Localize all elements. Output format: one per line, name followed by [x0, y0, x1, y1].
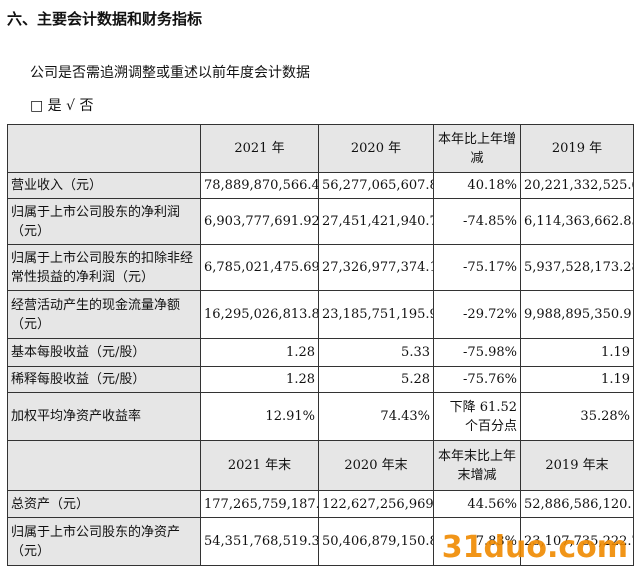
data-row: 归属于上市公司股东的扣除非经常性损益的净利润（元） 6,785,021,475.6… [7, 244, 634, 291]
data-row: 归属于上市公司股东的净利润（元） 6,903,777,691.92 27,451,4… [7, 198, 634, 245]
row-label: 总资产（元） [7, 490, 201, 518]
header-cell: 2021 年末 [200, 440, 319, 491]
value-cell: 74.43% [318, 392, 434, 441]
value-cell: 6,785,021,475.69 [200, 244, 319, 291]
value-cell: 12.91% [200, 392, 319, 441]
data-row: 营业收入（元）78,889,870,566.4056,277,065,607.8… [7, 172, 634, 199]
value-cell: 78,889,870,566.40 [200, 172, 319, 199]
value-cell: 44.56% [433, 490, 521, 518]
value-cell: 1.28 [200, 366, 319, 393]
value-cell: 27,451,421,940.73 [318, 198, 434, 245]
data-row: 基本每股收益（元/股） 1.28 5.33 -75.98% 1.19 [7, 338, 634, 367]
value-cell: 50,406,879,150.81 [318, 517, 434, 566]
value-cell: 40.18% [433, 172, 521, 199]
row-label: 归属于上市公司股东的净利润（元） [7, 198, 201, 245]
row-label: 经营活动产生的现金流量净额（元） [7, 290, 201, 339]
value-cell: 6,114,363,662.85 [520, 198, 634, 245]
data-row: 稀释每股收益（元/股） 1.28 5.28 -75.76% 1.19 [7, 366, 634, 393]
header-cell: 本年末比上年末增减 [433, 440, 521, 491]
value-cell: -29.72% [433, 290, 521, 339]
row-label: 归属于上市公司股东的净资产（元） [7, 517, 201, 566]
data-row: 加权平均净资产收益率 12.91% 74.43% 下降 61.52 个百分点 35.28… [7, 392, 634, 441]
value-cell: 35.28% [520, 392, 634, 441]
row-label: 加权平均净资产收益率 [7, 392, 201, 441]
value-cell: -75.98% [433, 338, 521, 367]
header-cell [7, 440, 201, 491]
data-row: 总资产（元）177,265,759,187.58122,627,256,969.… [7, 490, 634, 518]
value-cell: -75.17% [433, 244, 521, 291]
value-cell: -75.76% [433, 366, 521, 393]
header-cell: 2020 年 [318, 124, 434, 173]
financial-table: 2021 年 2020 年本年比上年增减 2019 年营业收入（元） 78,889,8… [7, 124, 634, 566]
header-row: 2021 年 2020 年本年比上年增减 2019 年 [7, 124, 634, 173]
value-cell: 下降 61.52 个百分点 [433, 392, 521, 441]
value-cell: 5,937,528,173.28 [520, 244, 634, 291]
value-cell: 5.28 [318, 366, 434, 393]
row-label: 营业收入（元） [7, 172, 201, 199]
row-label: 稀释每股收益（元/股） [7, 366, 201, 393]
value-cell: 1.19 [520, 338, 634, 367]
value-cell: 20,221,332,525.64 [520, 172, 634, 199]
row-label: 基本每股收益（元/股） [7, 338, 201, 367]
row-label: 归属于上市公司股东的扣除非经常性损益的净利润（元） [7, 244, 201, 291]
header-cell: 本年比上年增减 [433, 124, 521, 173]
header-cell [7, 124, 201, 173]
value-cell: 1.28 [200, 338, 319, 367]
header-cell: 2020 年末 [318, 440, 434, 491]
value-cell: 5.33 [318, 338, 434, 367]
section-title: 六、主要会计数据和财务指标 [7, 10, 203, 28]
value-cell: 7.83% [433, 517, 521, 566]
question: 公司是否需追溯调整或重述以前年度会计数据 [30, 65, 310, 81]
value-cell: 9,988,895,350.91 [520, 290, 634, 339]
value-cell: -74.85% [433, 198, 521, 245]
options: □ 是 √ 否 [30, 98, 94, 114]
value-cell: 1.19 [520, 366, 634, 393]
header-cell: 2019 年 [520, 124, 634, 173]
value-cell: 54,351,768,519.36 [200, 517, 319, 566]
value-cell: 23,185,751,195.99 [318, 290, 434, 339]
value-cell: 177,265,759,187.58 [200, 490, 319, 518]
header-row: 2021 年末 2020 年末 本年末比上年末增减 2019 年末 [7, 440, 634, 491]
value-cell: 6,903,777,691.92 [200, 198, 319, 245]
data-row: 归属于上市公司股东的净资产（元） 54,351,768,519.36 50,406,… [7, 517, 634, 566]
value-cell: 122,627,256,969.07 [318, 490, 434, 518]
watermark: 31duo.com [441, 530, 628, 565]
value-cell: 56,277,065,607.85 [318, 172, 434, 199]
value-cell: 23,107,735,222.70 [520, 517, 634, 566]
value-cell: 27,326,977,374.14 [318, 244, 434, 291]
header-cell: 2019 年末 [520, 440, 634, 491]
header-cell: 2021 年 [200, 124, 319, 173]
data-row: 经营活动产生的现金流量净额（元） 16,295,026,813.82 23,185,… [7, 290, 634, 339]
value-cell: 52,886,586,120.19 [520, 490, 634, 518]
value-cell: 16,295,026,813.82 [200, 290, 319, 339]
